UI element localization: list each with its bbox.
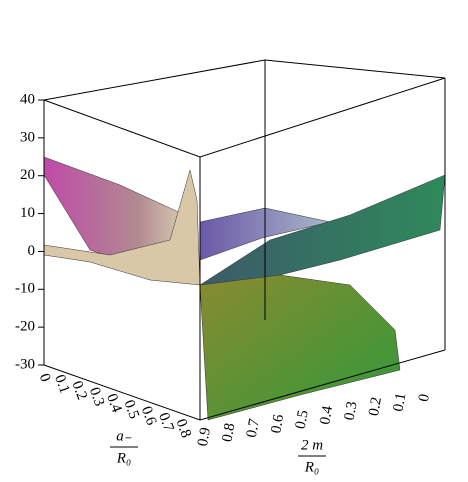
axis-label-denominator: R₀ <box>304 459 319 475</box>
axis-label-numerator: 2 m <box>301 437 323 453</box>
y-tick-label: 0.8 <box>219 422 238 443</box>
y-tick-label: 0.3 <box>342 400 361 421</box>
surface <box>43 156 446 421</box>
z-tick-label: 10 <box>20 205 35 221</box>
z-tick-label: -10 <box>15 281 35 297</box>
y-tick-label: 0.5 <box>293 409 312 430</box>
x-tick-label: 0.2 <box>68 379 89 402</box>
y-tick-label: 0.6 <box>268 413 287 435</box>
z-tick-label: 20 <box>20 167 35 183</box>
x-tick-label: 0.4 <box>103 392 125 416</box>
bounding-box <box>43 59 446 421</box>
z-tick-label: 0 <box>28 243 36 259</box>
y-tick-label: 0.4 <box>317 404 336 426</box>
y-tick-label: 0.9 <box>195 426 214 447</box>
axis-label-numerator: a₋ <box>116 428 132 444</box>
x-tick-label: 0.8 <box>172 417 193 440</box>
y-tick-label: 0.1 <box>390 392 409 413</box>
z-tick-label: -20 <box>15 319 35 335</box>
x-tick-label: 0.5 <box>120 398 141 421</box>
x-tick-label: 0.7 <box>155 411 177 435</box>
y-tick-label: 0 <box>416 393 433 403</box>
axis-label-denominator: R₀ <box>116 450 131 466</box>
x-tick-label: 0 <box>36 372 54 385</box>
x-tick-label: 0.1 <box>51 373 72 396</box>
y-tick-label: 0.2 <box>366 396 385 417</box>
z-tick-label: 40 <box>20 91 35 107</box>
y-tick-label: 0.7 <box>244 417 263 439</box>
z-tick-label: 30 <box>20 129 35 145</box>
z-tick-label: -30 <box>15 356 35 372</box>
x-tick-label: 0.3 <box>86 385 107 408</box>
x-tick-label: 0.6 <box>138 404 160 428</box>
